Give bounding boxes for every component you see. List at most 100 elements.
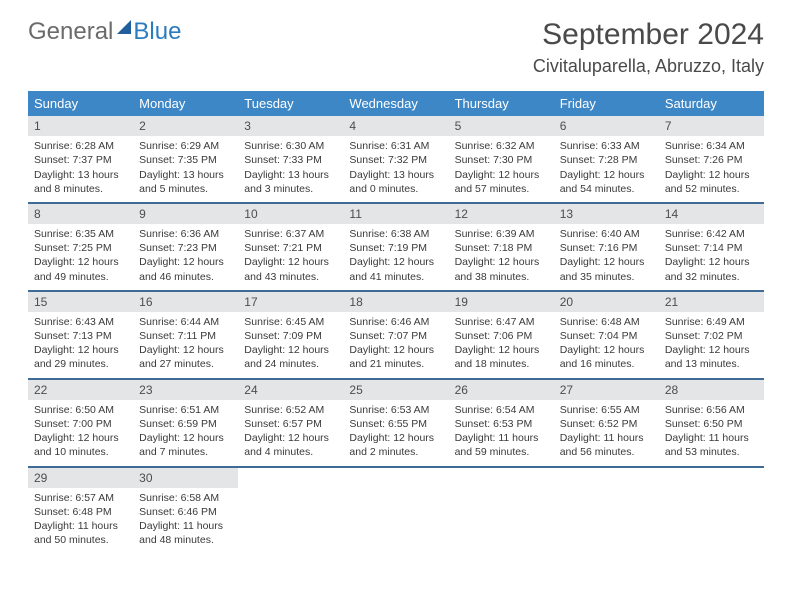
day-line-sr: Sunrise: 6:46 AM xyxy=(349,315,442,329)
day-line-ss: Sunset: 7:04 PM xyxy=(560,329,653,343)
day-number xyxy=(659,468,764,488)
day-number: 5 xyxy=(449,116,554,136)
day-number: 8 xyxy=(28,204,133,224)
day-body: Sunrise: 6:58 AMSunset: 6:46 PMDaylight:… xyxy=(133,488,238,554)
day-number: 3 xyxy=(238,116,343,136)
day-line-ss: Sunset: 7:18 PM xyxy=(455,241,548,255)
day-line-sr: Sunrise: 6:44 AM xyxy=(139,315,232,329)
day-line-d1: Daylight: 12 hours xyxy=(560,343,653,357)
day-cell: 5Sunrise: 6:32 AMSunset: 7:30 PMDaylight… xyxy=(449,116,554,202)
day-line-d1: Daylight: 11 hours xyxy=(665,431,758,445)
day-number: 9 xyxy=(133,204,238,224)
day-cell: 10Sunrise: 6:37 AMSunset: 7:21 PMDayligh… xyxy=(238,204,343,290)
day-body: Sunrise: 6:40 AMSunset: 7:16 PMDaylight:… xyxy=(554,224,659,290)
day-line-ss: Sunset: 7:19 PM xyxy=(349,241,442,255)
day-line-d1: Daylight: 12 hours xyxy=(34,431,127,445)
day-line-sr: Sunrise: 6:49 AM xyxy=(665,315,758,329)
day-line-ss: Sunset: 7:30 PM xyxy=(455,153,548,167)
day-number: 7 xyxy=(659,116,764,136)
day-line-sr: Sunrise: 6:31 AM xyxy=(349,139,442,153)
day-line-d2: and 13 minutes. xyxy=(665,357,758,371)
day-line-d2: and 21 minutes. xyxy=(349,357,442,371)
calendar: SundayMondayTuesdayWednesdayThursdayFrid… xyxy=(28,91,764,553)
day-line-ss: Sunset: 7:26 PM xyxy=(665,153,758,167)
day-line-ss: Sunset: 7:09 PM xyxy=(244,329,337,343)
header: General Blue September 2024 Civitalupare… xyxy=(0,0,792,83)
day-line-d2: and 50 minutes. xyxy=(34,533,127,547)
day-cell: 3Sunrise: 6:30 AMSunset: 7:33 PMDaylight… xyxy=(238,116,343,202)
day-line-ss: Sunset: 7:14 PM xyxy=(665,241,758,255)
day-line-sr: Sunrise: 6:28 AM xyxy=(34,139,127,153)
day-number: 25 xyxy=(343,380,448,400)
day-line-d2: and 43 minutes. xyxy=(244,270,337,284)
day-line-d1: Daylight: 13 hours xyxy=(349,168,442,182)
day-cell: 1Sunrise: 6:28 AMSunset: 7:37 PMDaylight… xyxy=(28,116,133,202)
day-line-d1: Daylight: 12 hours xyxy=(139,343,232,357)
day-line-d2: and 16 minutes. xyxy=(560,357,653,371)
day-line-d2: and 35 minutes. xyxy=(560,270,653,284)
day-line-sr: Sunrise: 6:51 AM xyxy=(139,403,232,417)
day-number: 18 xyxy=(343,292,448,312)
dow-friday: Friday xyxy=(554,91,659,116)
day-line-d2: and 2 minutes. xyxy=(349,445,442,459)
day-cell-empty xyxy=(659,468,764,554)
day-body: Sunrise: 6:50 AMSunset: 7:00 PMDaylight:… xyxy=(28,400,133,466)
day-number: 26 xyxy=(449,380,554,400)
day-line-d1: Daylight: 12 hours xyxy=(665,255,758,269)
day-number: 24 xyxy=(238,380,343,400)
day-cell: 18Sunrise: 6:46 AMSunset: 7:07 PMDayligh… xyxy=(343,292,448,378)
day-number: 29 xyxy=(28,468,133,488)
day-body: Sunrise: 6:31 AMSunset: 7:32 PMDaylight:… xyxy=(343,136,448,202)
day-line-d1: Daylight: 12 hours xyxy=(139,431,232,445)
day-body: Sunrise: 6:46 AMSunset: 7:07 PMDaylight:… xyxy=(343,312,448,378)
day-line-sr: Sunrise: 6:33 AM xyxy=(560,139,653,153)
day-number: 14 xyxy=(659,204,764,224)
day-cell: 14Sunrise: 6:42 AMSunset: 7:14 PMDayligh… xyxy=(659,204,764,290)
location-subtitle: Civitaluparella, Abruzzo, Italy xyxy=(533,56,764,77)
day-line-ss: Sunset: 7:28 PM xyxy=(560,153,653,167)
day-line-d1: Daylight: 12 hours xyxy=(139,255,232,269)
day-line-ss: Sunset: 7:13 PM xyxy=(34,329,127,343)
day-cell: 4Sunrise: 6:31 AMSunset: 7:32 PMDaylight… xyxy=(343,116,448,202)
day-number: 2 xyxy=(133,116,238,136)
day-line-d1: Daylight: 12 hours xyxy=(34,343,127,357)
day-line-d1: Daylight: 11 hours xyxy=(139,519,232,533)
day-body: Sunrise: 6:36 AMSunset: 7:23 PMDaylight:… xyxy=(133,224,238,290)
day-line-d2: and 54 minutes. xyxy=(560,182,653,196)
day-line-d2: and 3 minutes. xyxy=(244,182,337,196)
day-line-d2: and 49 minutes. xyxy=(34,270,127,284)
day-cell: 19Sunrise: 6:47 AMSunset: 7:06 PMDayligh… xyxy=(449,292,554,378)
dow-sunday: Sunday xyxy=(28,91,133,116)
day-line-sr: Sunrise: 6:29 AM xyxy=(139,139,232,153)
day-line-sr: Sunrise: 6:55 AM xyxy=(560,403,653,417)
day-cell: 17Sunrise: 6:45 AMSunset: 7:09 PMDayligh… xyxy=(238,292,343,378)
day-line-sr: Sunrise: 6:56 AM xyxy=(665,403,758,417)
day-number: 27 xyxy=(554,380,659,400)
day-line-d2: and 59 minutes. xyxy=(455,445,548,459)
day-line-d1: Daylight: 13 hours xyxy=(244,168,337,182)
day-body: Sunrise: 6:48 AMSunset: 7:04 PMDaylight:… xyxy=(554,312,659,378)
day-cell-empty xyxy=(238,468,343,554)
day-line-d2: and 53 minutes. xyxy=(665,445,758,459)
day-line-ss: Sunset: 6:48 PM xyxy=(34,505,127,519)
day-line-ss: Sunset: 7:23 PM xyxy=(139,241,232,255)
day-cell: 12Sunrise: 6:39 AMSunset: 7:18 PMDayligh… xyxy=(449,204,554,290)
day-line-ss: Sunset: 6:46 PM xyxy=(139,505,232,519)
day-cell: 23Sunrise: 6:51 AMSunset: 6:59 PMDayligh… xyxy=(133,380,238,466)
day-line-d1: Daylight: 12 hours xyxy=(244,343,337,357)
day-cell: 11Sunrise: 6:38 AMSunset: 7:19 PMDayligh… xyxy=(343,204,448,290)
day-cell: 16Sunrise: 6:44 AMSunset: 7:11 PMDayligh… xyxy=(133,292,238,378)
day-line-d1: Daylight: 11 hours xyxy=(455,431,548,445)
dow-monday: Monday xyxy=(133,91,238,116)
day-line-sr: Sunrise: 6:32 AM xyxy=(455,139,548,153)
day-line-d1: Daylight: 12 hours xyxy=(349,255,442,269)
day-line-ss: Sunset: 7:06 PM xyxy=(455,329,548,343)
day-line-d2: and 32 minutes. xyxy=(665,270,758,284)
day-cell: 7Sunrise: 6:34 AMSunset: 7:26 PMDaylight… xyxy=(659,116,764,202)
dow-tuesday: Tuesday xyxy=(238,91,343,116)
day-line-sr: Sunrise: 6:43 AM xyxy=(34,315,127,329)
day-body: Sunrise: 6:32 AMSunset: 7:30 PMDaylight:… xyxy=(449,136,554,202)
day-line-ss: Sunset: 6:55 PM xyxy=(349,417,442,431)
day-cell: 26Sunrise: 6:54 AMSunset: 6:53 PMDayligh… xyxy=(449,380,554,466)
dow-thursday: Thursday xyxy=(449,91,554,116)
